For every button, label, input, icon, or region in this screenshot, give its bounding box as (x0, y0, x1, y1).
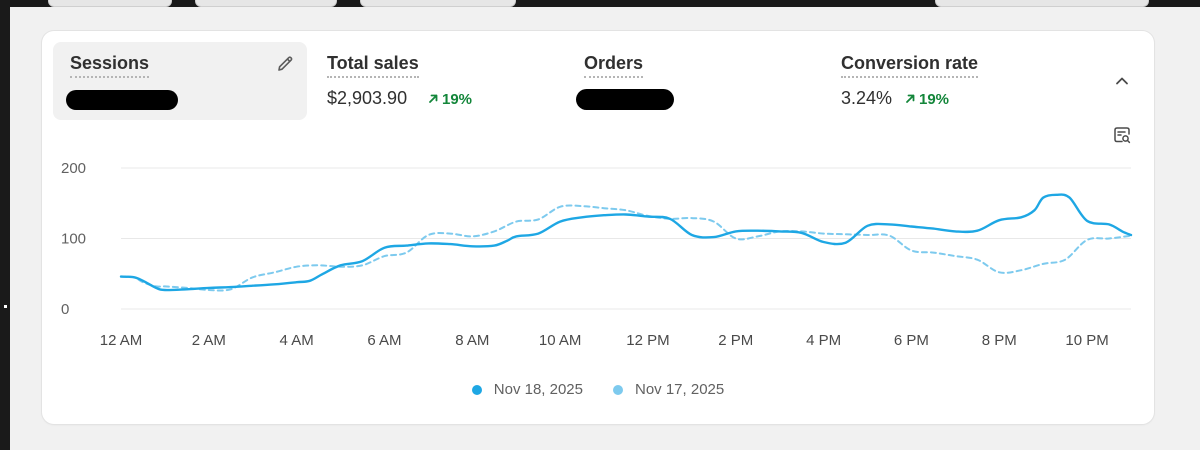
x-tick-label: 6 AM (367, 332, 401, 349)
pencil-icon[interactable] (273, 52, 297, 76)
x-tick-label: 4 AM (280, 332, 314, 349)
redacted-value (66, 90, 178, 110)
metric-change-value: 19% (919, 91, 950, 108)
x-tick-label: 12 PM (626, 332, 669, 349)
arrow-up-right-icon (429, 94, 438, 103)
metric-value: 3.24% (841, 88, 893, 108)
metric-conversion-rate[interactable]: Conversion rate 3.24% 19% (824, 42, 1074, 120)
series-line-nov-18-2025[interactable] (119, 193, 1133, 292)
x-tick-label: 10 AM (539, 332, 582, 349)
x-tick-label: 12 AM (100, 332, 143, 349)
arrow-up-right-icon (906, 94, 915, 103)
legend-item[interactable]: Nov 18, 2025 (471, 381, 583, 398)
x-tick-label: 4 PM (806, 332, 841, 349)
y-tick-label: 0 (61, 301, 69, 318)
analytics-card: Sessions Total sales $2,903.90 19% Order… (42, 31, 1154, 424)
y-tick-label: 200 (61, 160, 86, 177)
chevron-up-icon[interactable] (1110, 69, 1134, 93)
top-tab-1[interactable] (48, 0, 172, 7)
legend-item[interactable]: Nov 17, 2025 (613, 381, 724, 398)
legend-dot-icon (613, 384, 623, 395)
metric-change-value: 19% (442, 91, 473, 108)
metric-change: 19% (905, 91, 949, 108)
metric-label: Sessions (70, 53, 150, 78)
x-tick-label: 10 PM (1065, 332, 1108, 349)
redacted-value (576, 89, 674, 110)
metric-label: Total sales (327, 53, 419, 78)
top-tab-3[interactable] (360, 0, 516, 7)
metric-total-sales[interactable]: Total sales $2,903.90 19% (310, 42, 560, 120)
metric-sessions[interactable]: Sessions (53, 42, 307, 120)
legend-label: Nov 18, 2025 (493, 381, 583, 398)
legend-dot-icon (471, 384, 482, 395)
top-tab-4[interactable] (935, 0, 1149, 7)
legend-label: Nov 17, 2025 (635, 381, 725, 398)
top-tab-2[interactable] (195, 0, 337, 7)
metric-change: 19% (428, 91, 472, 108)
top-toolbar-strip (0, 0, 1200, 7)
x-tick-label: 2 AM (192, 332, 226, 349)
metric-label: Orders (584, 53, 644, 78)
report-search-icon[interactable] (1110, 123, 1134, 147)
metric-label: Conversion rate (841, 53, 979, 78)
sessions-line-chart: 0 100 200 12 AM 2 AM 4 AM 6 AM 8 AM 10 AM 12 PM 2 … (61, 160, 1133, 349)
metric-value: $2,903.90 (327, 88, 408, 108)
metric-orders[interactable]: Orders (567, 42, 817, 120)
x-tick-label: 8 PM (982, 332, 1017, 349)
window-edge-marker (4, 305, 7, 308)
series-line-nov-17-2025[interactable] (120, 204, 1132, 292)
x-tick-label: 6 PM (894, 332, 929, 349)
x-tick-label: 8 AM (455, 332, 489, 349)
y-tick-label: 100 (61, 231, 86, 248)
chart-legend: Nov 18, 2025 Nov 17, 2025 (42, 381, 1154, 398)
x-tick-label: 2 PM (718, 332, 753, 349)
